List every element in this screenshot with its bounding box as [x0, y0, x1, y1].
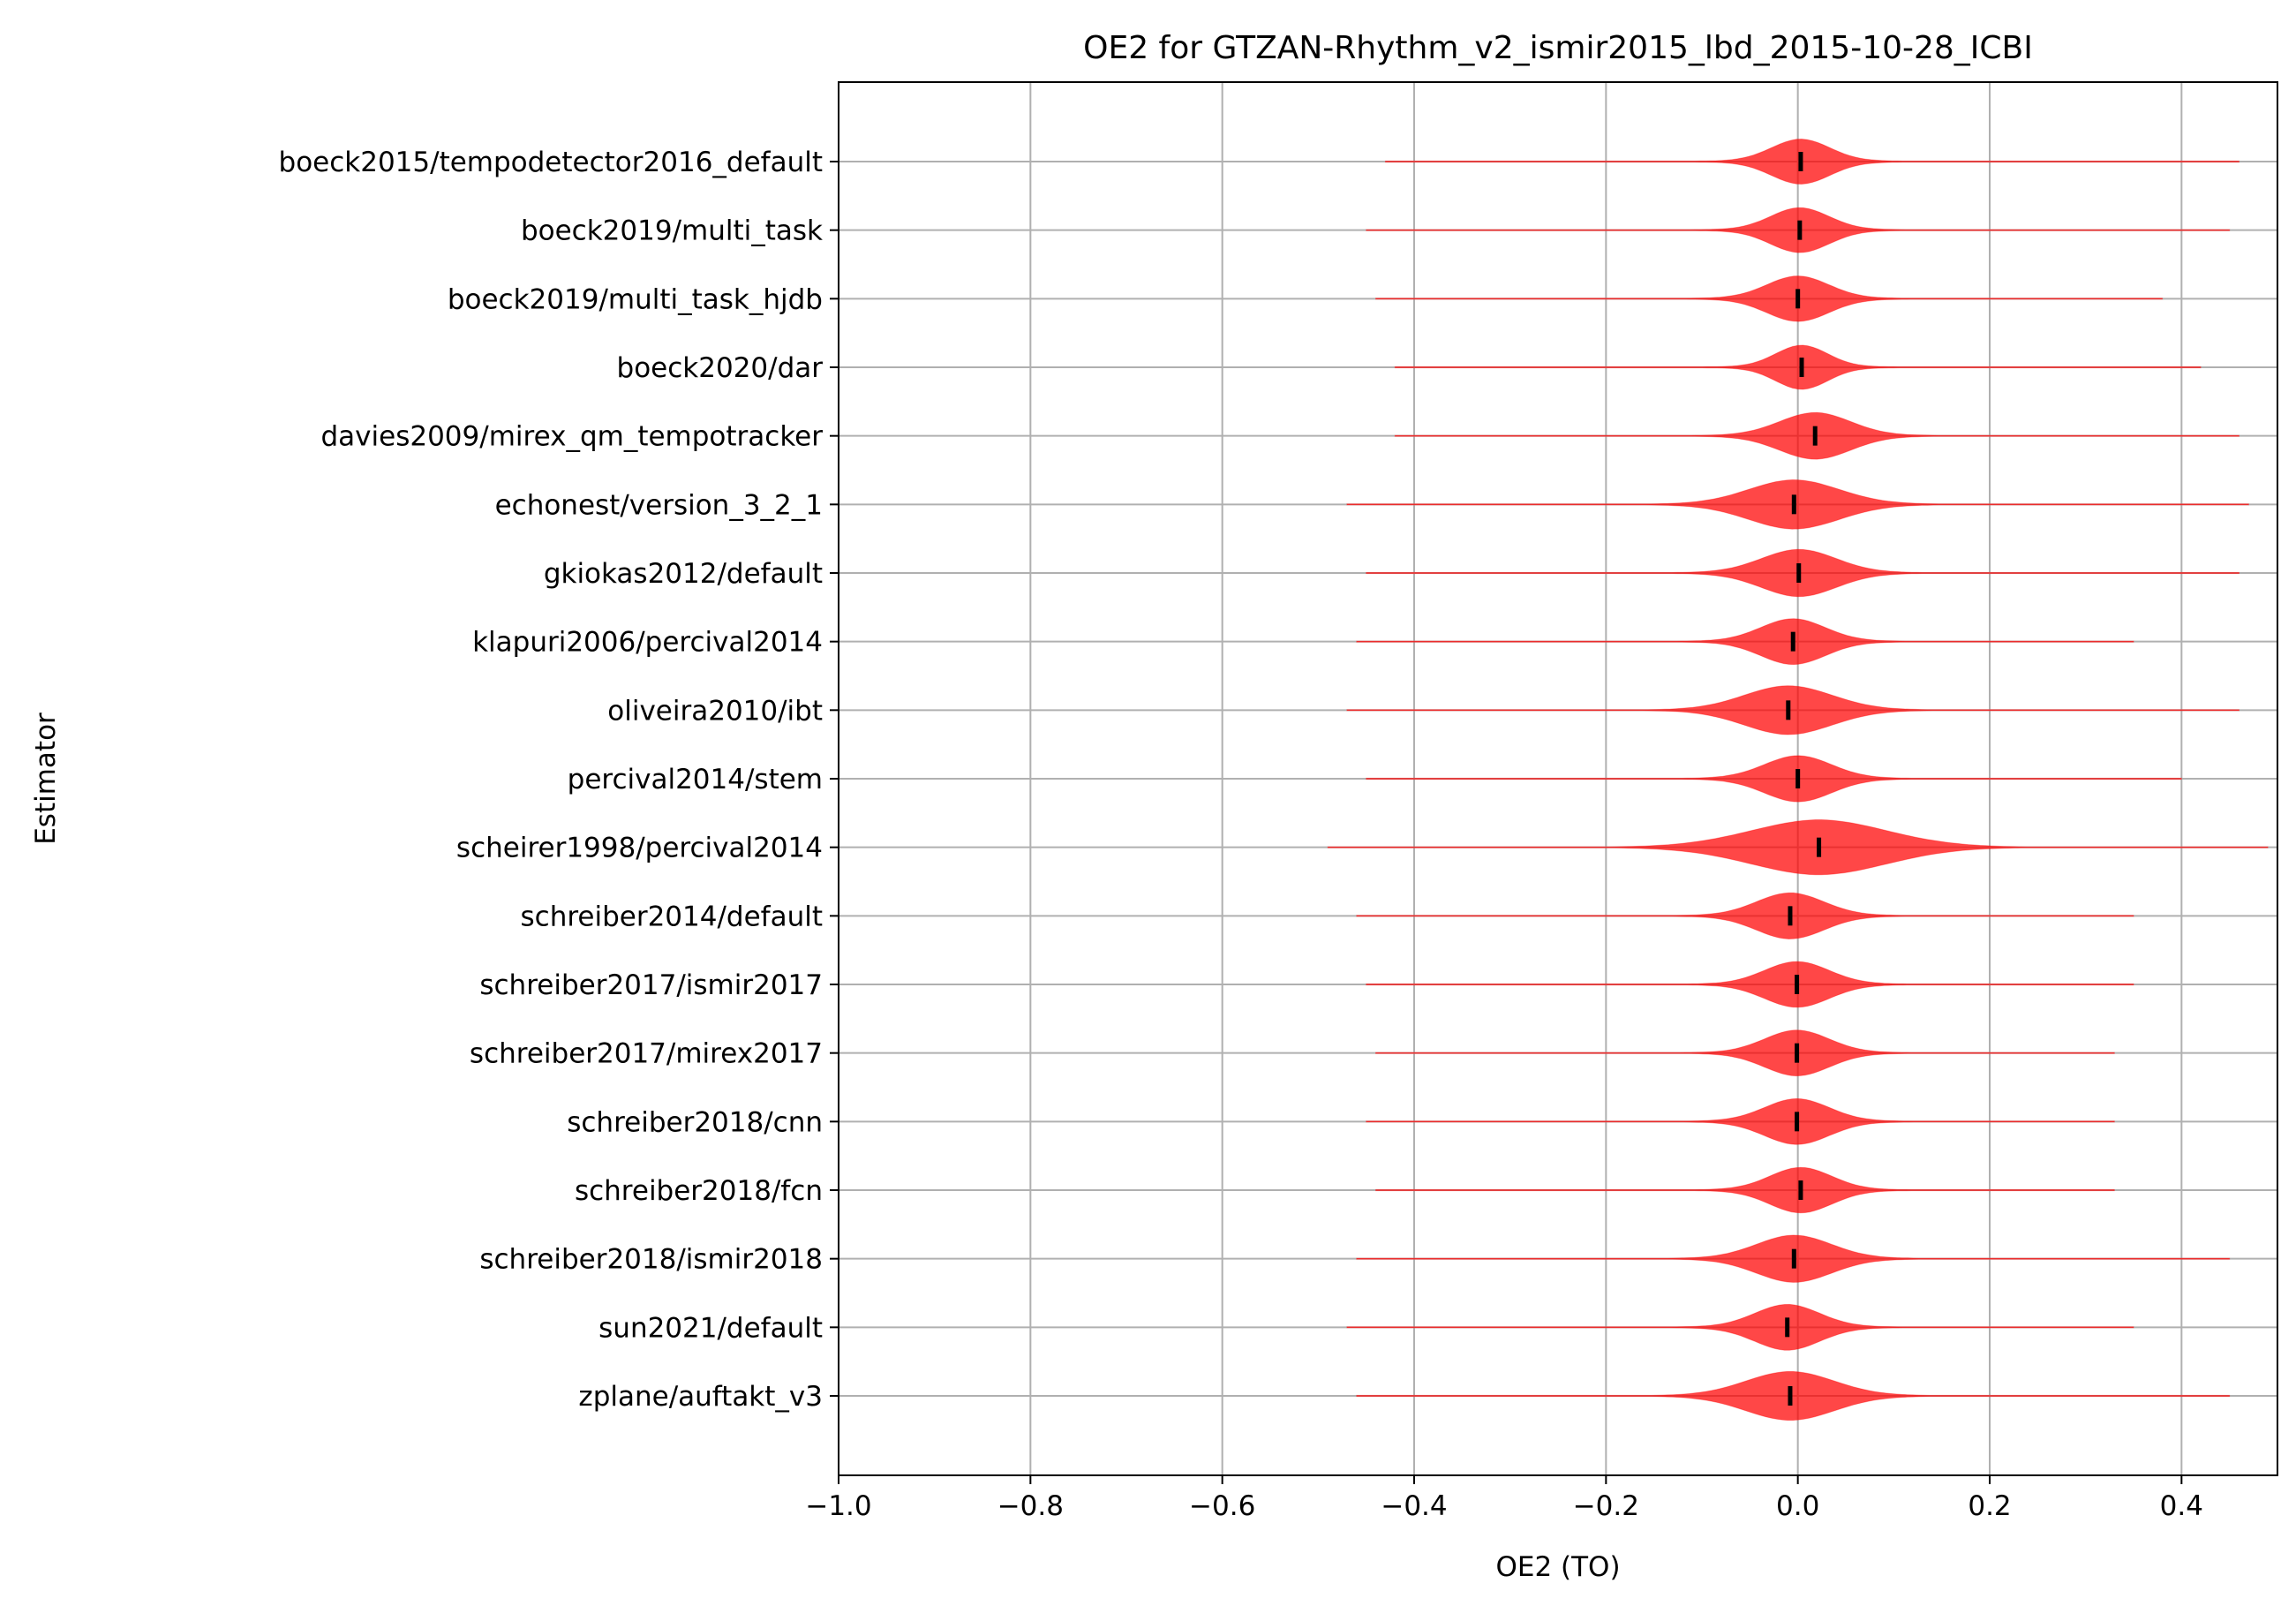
- y-tick-label: percival2014/stem: [568, 764, 823, 795]
- y-tick-label: oliveira2010/ibt: [607, 695, 823, 727]
- x-tick-label: 0.4: [2160, 1490, 2203, 1522]
- violin-body: [1366, 1097, 2115, 1145]
- violin-body: [1356, 618, 2134, 666]
- y-tick-label: schreiber2017/ismir2017: [479, 969, 823, 1001]
- x-tick-label: −0.2: [1573, 1490, 1639, 1522]
- y-tick-label: davies2009/mirex_qm_tempotracker: [321, 421, 824, 453]
- x-tick-label: −0.8: [997, 1490, 1064, 1522]
- y-axis-label: Estimator: [30, 713, 62, 845]
- y-tick-label: boeck2020/dar: [617, 352, 824, 384]
- y-tick-label: klapuri2006/percival2014: [472, 627, 823, 659]
- y-tick-label: boeck2019/multi_task_hjdb: [448, 283, 823, 315]
- x-tick-label: −1.0: [805, 1490, 871, 1522]
- y-tick-label: sun2021/default: [598, 1312, 823, 1344]
- x-tick-label: 0.2: [1968, 1490, 2011, 1522]
- median-marks: [1785, 152, 1822, 1406]
- y-tick-label: boeck2015/tempodetector2016_default: [279, 147, 823, 178]
- x-axis-ticks: −1.0 −0.8 −0.6 −0.4 −0.2 0.0 0.2 0.4: [805, 1475, 2203, 1522]
- y-tick-label: boeck2019/multi_task: [521, 215, 823, 247]
- violin-body: [1375, 275, 2164, 322]
- y-tick-label: schreiber2014/default: [521, 901, 824, 932]
- y-tick-label: schreiber2017/mirex2017: [470, 1038, 823, 1070]
- x-tick-label: 0.0: [1776, 1490, 1819, 1522]
- y-axis-ticks: boeck2015/tempodetector2016_defaultboeck…: [279, 147, 839, 1413]
- violin-body: [1366, 755, 2182, 803]
- violin-body: [1327, 819, 2269, 876]
- violin-body: [1375, 1166, 2115, 1214]
- chart-title: OE2 for GTZAN-Rhythm_v2_ismir2015_lbd_20…: [1083, 30, 2033, 66]
- violin-body: [1356, 892, 2134, 940]
- y-tick-label: schreiber2018/cnn: [567, 1106, 823, 1138]
- violin-body: [1384, 138, 2240, 185]
- violin-body: [1375, 1029, 2115, 1077]
- y-tick-label: scheirer1998/percival2014: [456, 833, 823, 864]
- violin-body: [1366, 548, 2240, 598]
- violin-body: [1366, 961, 2134, 1008]
- y-tick-label: gkiokas2012/default: [544, 558, 823, 590]
- violin-body: [1356, 1370, 2231, 1421]
- y-tick-label: echonest/version_3_2_1: [495, 489, 823, 521]
- violin-body: [1394, 344, 2202, 390]
- x-tick-label: −0.6: [1189, 1490, 1255, 1522]
- violin-body: [1346, 685, 2240, 735]
- x-axis-label: OE2 (TO): [1495, 1551, 1620, 1583]
- x-tick-label: −0.4: [1381, 1490, 1447, 1522]
- y-tick-label: schreiber2018/ismir2018: [479, 1244, 823, 1276]
- y-tick-label: zplane/auftakt_v3: [578, 1381, 823, 1413]
- violin-body: [1346, 479, 2249, 530]
- y-tick-label: schreiber2018/fcn: [575, 1175, 823, 1207]
- violin-body: [1346, 1303, 2134, 1351]
